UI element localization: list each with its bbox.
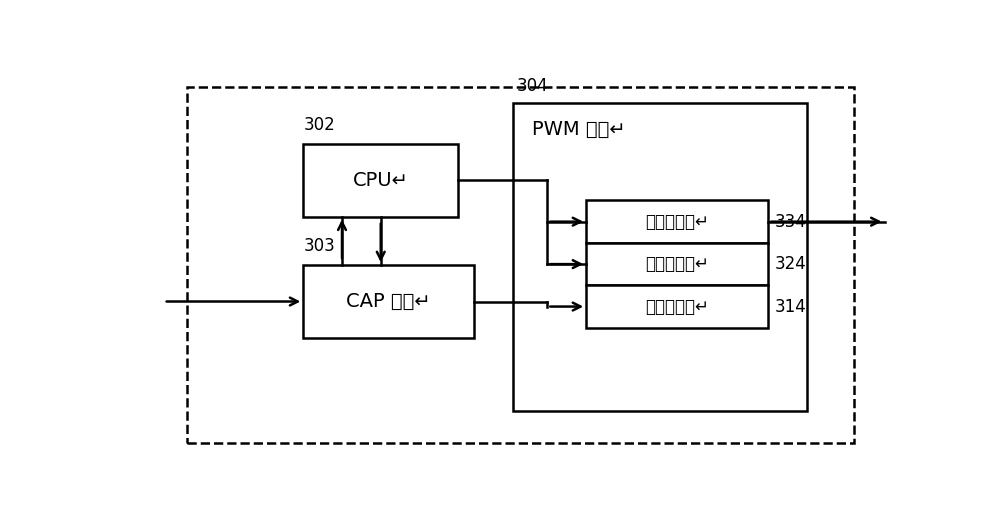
Text: CAP 模块↵: CAP 模块↵ xyxy=(346,292,431,311)
Bar xyxy=(187,87,854,443)
Bar xyxy=(303,265,474,338)
Bar xyxy=(586,201,768,243)
Text: 周期寄存器↵: 周期寄存器↵ xyxy=(645,213,709,230)
Text: 314: 314 xyxy=(774,298,806,316)
Text: 比较寄存器↵: 比较寄存器↵ xyxy=(645,255,709,273)
Bar xyxy=(512,103,807,411)
Bar xyxy=(586,286,768,328)
Text: CPU↵: CPU↵ xyxy=(353,171,409,190)
Bar xyxy=(303,144,458,217)
Text: 324: 324 xyxy=(774,255,806,273)
Text: 304: 304 xyxy=(516,77,548,94)
Text: 303: 303 xyxy=(303,237,335,255)
Text: 334: 334 xyxy=(774,213,806,230)
Text: PWM 模块↵: PWM 模块↵ xyxy=(532,120,626,139)
Bar xyxy=(586,243,768,286)
Text: 302: 302 xyxy=(303,116,335,134)
Text: 时基计数器↵: 时基计数器↵ xyxy=(645,298,709,316)
